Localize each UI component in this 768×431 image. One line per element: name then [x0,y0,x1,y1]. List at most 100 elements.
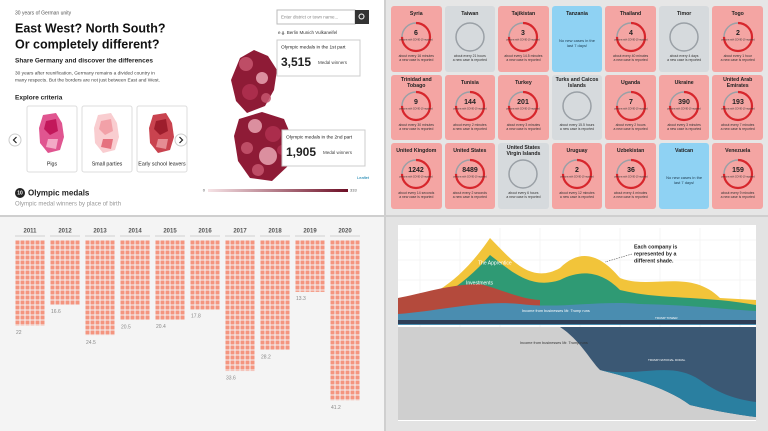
interval: about every 2 seconds [452,191,487,196]
card-map-patch [156,139,168,149]
ring: 2 persons with COVID-19 reported [721,21,755,53]
legend-max: 333 [350,188,357,193]
search-button[interactable] [355,10,369,24]
interval: about every 14 seconds [398,191,435,196]
waffle-column [190,240,220,310]
year-label: 2017 [233,229,247,235]
interval: about every 3 minutes [506,122,541,127]
carousel-arrow[interactable] [174,133,188,147]
interval: about every 2 hours [615,122,646,127]
arrow-chevron [179,136,184,144]
count-caption: persons with COVID-19 reported [667,107,701,110]
country-card: United Arab Emirates 193 persons with COVI… [712,74,763,141]
waffle-column [50,240,80,305]
criteria-label: Small parties [92,161,123,167]
case-count: 144 [464,99,476,106]
country-card: Vatican No new cases in the last 7 days! [658,143,710,209]
card-map-patch [101,139,113,149]
country-card: Uzbekistan 36 persons with COVID-19 report… [605,143,656,209]
tooltip [276,39,361,77]
annotation: represented by a [634,251,676,257]
interval-suffix: a new case is reported [452,195,487,200]
country-card: Taiwan about every 21 hours a new case is … [444,6,496,72]
map-region [265,126,281,142]
interval-suffix: a new case is reported [399,58,434,62]
country-name: Turks and Caicos Islands [555,76,599,89]
stream-label: Income from businesses Mr. Trump runs [520,341,588,345]
country-name: Thailand [619,11,642,17]
ring-track [562,90,592,121]
count-caption: persons with COVID-19 reported [507,39,541,42]
ring: 36 persons with COVID-19 reported [614,159,648,190]
criteria-label: Pigs [47,161,58,167]
interval-suffix: a new case is reported [613,195,648,200]
country-name: United States [453,148,487,155]
case-count: 36 [627,167,635,174]
criteria-label: Early school leavers [138,161,186,167]
country-card: United Kingdom 1242 persons with COVID-19 … [391,143,442,209]
map-region [239,57,253,71]
case-count: 3 [521,30,525,37]
stream-layer [398,320,756,324]
legend-bar [208,189,348,192]
count-caption: persons with COVID-19 reported [721,176,755,179]
carousel-arrow[interactable] [8,133,22,147]
tooltip-unit: Medal winners [318,60,348,65]
country-name: Timor [676,11,692,17]
section-number: 10 [17,191,23,197]
title: Or completely different? [15,37,159,51]
country-name: Tajikistan [511,11,536,17]
stream-label: TRUMP TOWER [655,316,678,320]
waffle-column [330,240,360,401]
ring-track [669,22,699,52]
country-card: Syria 6 persons with COVID-19 reported abou… [391,6,442,72]
year-label: 2020 [338,229,352,235]
country-card: Tunisia 144 persons with COVID-19 reported… [444,74,496,141]
country-name: Uruguay [566,148,588,155]
case-count: 2 [736,30,740,37]
stream-label: The Apprentice [478,260,512,266]
count-caption: persons with COVID-19 reported [721,107,755,110]
count-caption: persons with COVID-19 reported [614,39,648,42]
interval-suffix: a new case is reported [667,58,702,62]
case-count: 159 [732,167,744,174]
country-card: Uganda 7 persons with COVID-19 reported abo… [605,74,656,141]
interval-suffix: a new case is reported [399,195,434,200]
attribution: Leaflet [357,175,370,180]
count-caption: persons with COVID-19 reported [453,176,487,179]
country-card: Turkey 201 persons with COVID-19 reported a… [498,74,549,141]
ring-progress [508,90,539,121]
title: East West? North South? [15,21,165,35]
annotation: Each company is [634,244,677,250]
ring-progress [561,159,593,190]
country-name: Turkey [515,79,532,86]
interval-suffix: a new case is reported [506,58,541,62]
country-name: Venezuela [725,148,751,155]
stream-label: TRUMP NATIONAL DORAL [648,358,686,362]
section-title: Olympic medals [28,189,90,198]
ring: 4 persons with COVID-19 reported [614,21,648,53]
interval: about every 14.5 minutes [504,54,543,58]
map-region [256,72,268,84]
ring: 2 persons with COVID-19 reported [560,159,594,190]
country-name: Taiwan [461,11,479,17]
case-count: 201 [518,99,530,106]
ring [669,22,699,52]
country-card: Venezuela 159 persons with COVID-19 report… [712,143,763,209]
count-caption: persons with COVID-19 reported [400,107,434,110]
country-name: United Kingdom [396,148,437,155]
interval: about every 6 hours [508,191,539,196]
ring-progress [615,21,646,53]
intro: many respects. But the borders are not j… [15,77,160,83]
country-card: United States Virgin Islands about every … [498,143,549,209]
ring: 8489 persons with COVID-19 reported [453,159,487,190]
ring-progress [722,21,753,53]
stream-layer [398,302,756,325]
year-label: 2014 [128,229,142,235]
search-icon [358,13,365,20]
ring-progress [401,159,432,190]
